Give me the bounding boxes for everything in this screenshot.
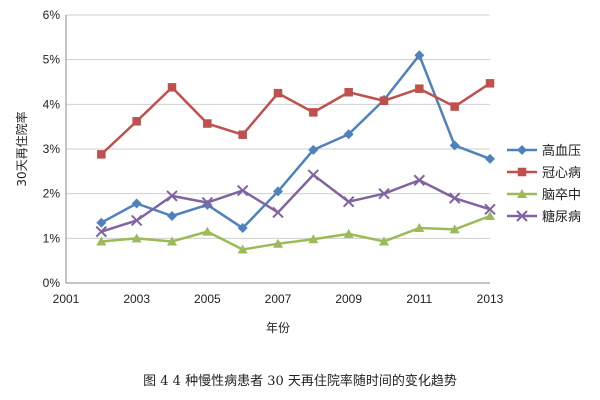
data-point (308, 234, 319, 244)
x-tick-label: 2003 (123, 292, 150, 306)
data-point (414, 223, 425, 233)
data-point (130, 214, 143, 227)
series-triangle (96, 211, 495, 254)
legend-label: 高血压 (542, 143, 581, 159)
series-line (101, 214, 491, 251)
y-tick-labels: 0% 1% 2% 3% 4% 5% 6% (43, 8, 61, 290)
y-tick-label: 6% (43, 8, 61, 22)
data-point (484, 203, 496, 216)
data-point (131, 198, 142, 209)
data-point (166, 190, 178, 202)
data-point (414, 50, 425, 61)
legend-item: 脑卒中 (507, 188, 581, 203)
series-line (100, 53, 491, 230)
data-point (485, 79, 495, 88)
x-tick-label: 2001 (53, 292, 80, 306)
data-point (132, 117, 141, 126)
data-point (450, 102, 459, 111)
x-tick-label: 2013 (477, 292, 504, 306)
data-point (449, 224, 460, 234)
data-point (449, 140, 460, 151)
data-point (202, 226, 213, 236)
y-axis-label: 30天再住院率 (14, 111, 29, 186)
legend-label: 糖尿病 (542, 209, 581, 225)
data-point (237, 244, 248, 254)
y-tick-label: 3% (43, 142, 61, 156)
data-point (343, 228, 354, 238)
y-tick-label: 1% (43, 231, 61, 245)
legend-label: 冠心病 (542, 166, 581, 181)
data-point (415, 84, 424, 93)
y-tick-label: 4% (43, 97, 61, 111)
data-point (97, 150, 106, 159)
data-point (378, 187, 390, 200)
data-point (379, 96, 389, 106)
figure-caption: 图 4 4 种慢性病患者 30 天再住院率随时间的变化趋势 (143, 374, 457, 389)
data-point (273, 186, 283, 197)
x-axis-label: 年份 (266, 321, 290, 335)
data-point (485, 153, 495, 164)
data-point (96, 217, 107, 228)
data-point (201, 196, 214, 209)
legend-item: 高血压 (507, 143, 581, 159)
x-tick-label: 2011 (406, 292, 432, 306)
data-point (517, 145, 527, 155)
data-point (238, 130, 247, 139)
series-square (97, 79, 495, 159)
data-point (167, 236, 177, 246)
series-line (100, 82, 491, 156)
data-point (167, 83, 177, 92)
data-point (95, 225, 108, 238)
data-point (236, 184, 249, 197)
series-x (95, 169, 496, 238)
data-point (413, 174, 426, 186)
data-point (344, 88, 353, 97)
data-point (342, 195, 355, 208)
data-point (343, 129, 354, 140)
data-point (272, 206, 284, 219)
data-point (309, 108, 318, 117)
data-point (485, 211, 495, 220)
data-point (273, 238, 283, 248)
x-tick-label: 2007 (265, 292, 292, 306)
legend-label: 脑卒中 (542, 188, 581, 203)
x-tick-labels: 2001 2003 2005 2007 2009 2011 2013 (53, 292, 504, 306)
data-point (167, 211, 177, 221)
data-point (96, 236, 107, 246)
axes (65, 15, 490, 284)
x-tick-label: 2009 (335, 292, 362, 306)
data-point (307, 169, 320, 181)
series-lines (95, 50, 496, 254)
data-point (517, 189, 527, 198)
gridlines (66, 14, 490, 239)
data-point (273, 88, 283, 98)
y-tick-label: 2% (43, 187, 61, 201)
data-point (308, 144, 319, 155)
data-point (448, 192, 461, 204)
legend-item: 糖尿病 (507, 209, 581, 225)
legend-item: 冠心病 (507, 166, 581, 181)
data-point (379, 236, 389, 246)
y-tick-label: 5% (43, 53, 61, 67)
data-point (517, 167, 527, 177)
data-point (237, 223, 248, 234)
x-tick-label: 2005 (194, 292, 221, 306)
series-line (100, 173, 491, 233)
y-tick-label: 0% (43, 276, 61, 290)
data-point (203, 119, 212, 128)
data-point (516, 210, 528, 222)
data-point (131, 233, 142, 243)
